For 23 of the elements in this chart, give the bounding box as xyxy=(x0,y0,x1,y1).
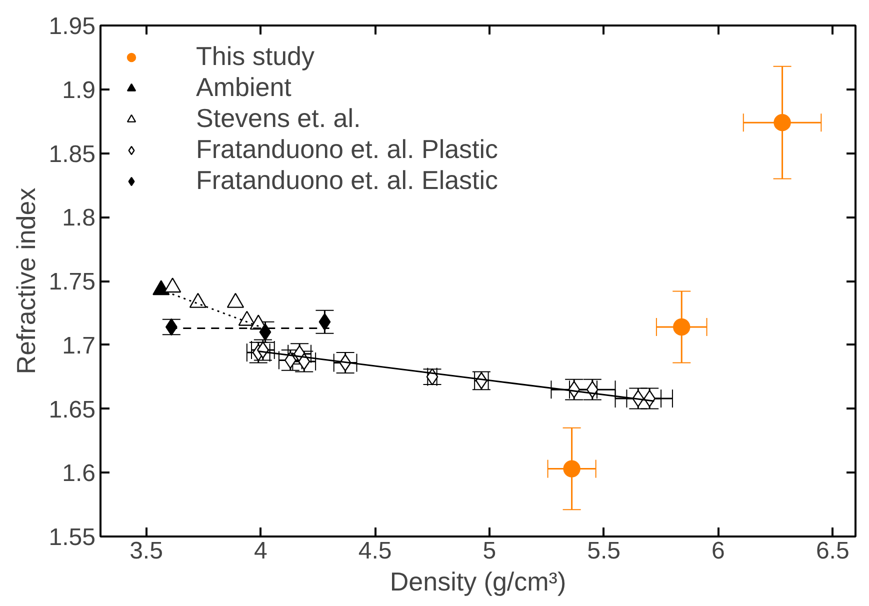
x-tick-label: 5 xyxy=(482,538,496,564)
y-tick-label: 1.6 xyxy=(62,460,96,488)
x-tick-label: 3.5 xyxy=(130,538,163,564)
x-tick-label: 5.5 xyxy=(587,538,621,564)
y-tick-label: 1.9 xyxy=(62,76,96,104)
x-tick-label: 6 xyxy=(712,538,725,564)
y-tick-label: 1.75 xyxy=(48,268,96,296)
y-tick-label: 1.95 xyxy=(48,13,96,40)
legend-label: Fratanduono et. al. Plastic xyxy=(196,134,498,165)
y-tick-label: 1.55 xyxy=(48,524,96,551)
x-tick-label: 4 xyxy=(254,538,268,564)
legend-label: Stevens et. al. xyxy=(196,103,361,134)
y-tick-label: 1.7 xyxy=(62,332,96,360)
x-tick-label: 6.5 xyxy=(816,538,850,564)
legend-label: This study xyxy=(196,41,314,72)
x-axis-title: Density (g/cm³) xyxy=(390,566,566,596)
y-axis-title: Refractive index xyxy=(10,188,41,374)
legend-label: Ambient xyxy=(196,72,292,103)
x-tick-label: 4.5 xyxy=(358,538,392,564)
y-tick-label: 1.85 xyxy=(48,140,96,168)
legend-label: Fratanduono et. al. Elastic xyxy=(196,165,498,196)
y-tick-label: 1.8 xyxy=(62,204,96,232)
y-tick-label: 1.65 xyxy=(48,396,96,424)
